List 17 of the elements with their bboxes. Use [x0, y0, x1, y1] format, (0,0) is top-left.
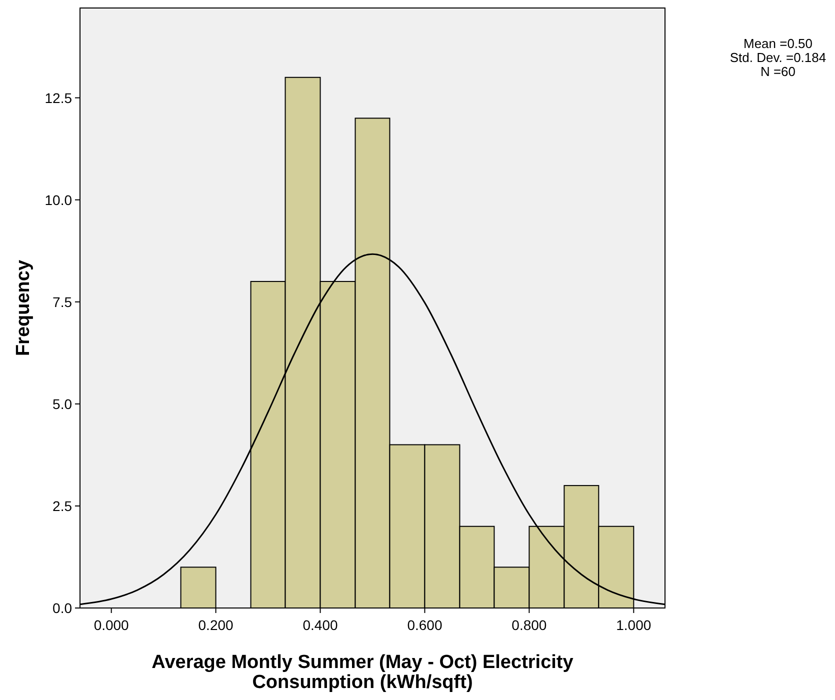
text: N =60 [760, 64, 796, 79]
x-tick-label: 0.400 [302, 617, 338, 633]
x-tick-label: 0.200 [198, 617, 234, 633]
y-tick-label: 12.5 [44, 90, 72, 106]
x-tick-label: 0.600 [407, 617, 442, 633]
y-tick-label: 5.0 [52, 396, 72, 412]
text: Mean =0.50 [743, 36, 813, 51]
x-tick-label: 1.000 [616, 617, 652, 633]
text: Std. Dev. =0.184 [730, 50, 826, 65]
x-tick-label: 0.800 [512, 617, 547, 633]
x-axis-title: Average Montly Summer (May - Oct) Electricity Consumption (kWh/sqft) [152, 652, 574, 693]
y-tick-label: 7.5 [52, 294, 72, 310]
y-tick-label: 0.0 [52, 600, 72, 616]
y-tick-label: 10.0 [44, 192, 72, 208]
y-tick-label: 2.5 [52, 498, 72, 514]
x-tick-label: 0.000 [94, 617, 130, 633]
y-axis-title: Frequency [13, 260, 34, 356]
